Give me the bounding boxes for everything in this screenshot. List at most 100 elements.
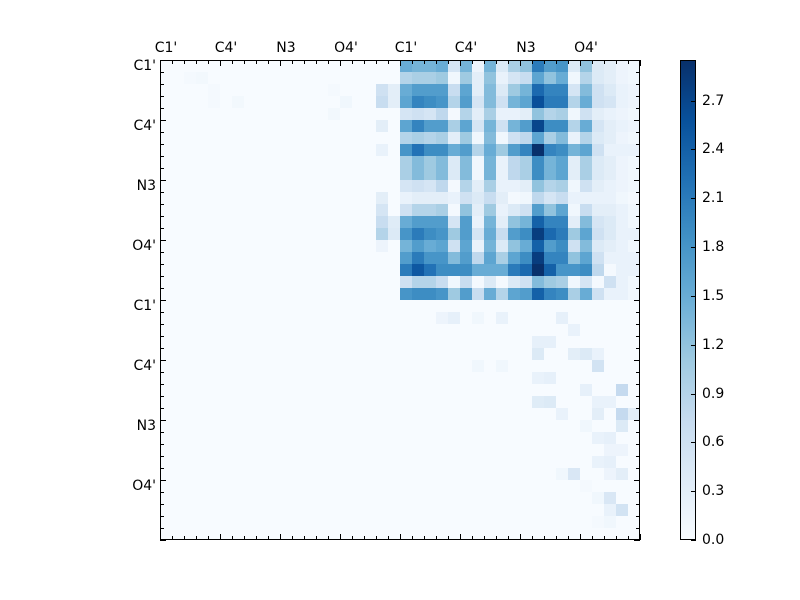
- heatmap-cell: [316, 252, 328, 264]
- heatmap-cell: [376, 240, 388, 252]
- heatmap-cell: [292, 84, 304, 96]
- heatmap-cell: [172, 60, 184, 72]
- y-tick-label: C1': [133, 298, 156, 314]
- axis-tick: [484, 60, 485, 64]
- axis-tick: [208, 60, 209, 64]
- heatmap-cell: [268, 132, 280, 144]
- heatmap-cell: [484, 120, 496, 132]
- axis-tick: [160, 168, 164, 169]
- heatmap-cell: [496, 144, 508, 156]
- axis-tick: [532, 60, 533, 64]
- axis-tick: [160, 348, 164, 349]
- heatmap-cell: [436, 60, 448, 72]
- axis-tick: [280, 60, 281, 66]
- heatmap-cell: [352, 216, 364, 228]
- axis-tick: [376, 536, 377, 540]
- x-tick-label: C1': [394, 40, 418, 56]
- heatmap-cell: [340, 96, 352, 108]
- heatmap-cell: [568, 84, 580, 96]
- heatmap-cell: [376, 252, 388, 264]
- heatmap-cell: [292, 168, 304, 180]
- axis-tick: [520, 534, 521, 540]
- heatmap-cell: [424, 252, 436, 264]
- colorbar-tick: [691, 393, 696, 395]
- heatmap-cell: [232, 180, 244, 192]
- heatmap-cell: [424, 180, 436, 192]
- heatmap-cell: [388, 156, 400, 168]
- heatmap-cell: [292, 192, 304, 204]
- heatmap-cell: [604, 72, 616, 84]
- axis-tick: [636, 456, 640, 457]
- heatmap-cell: [628, 144, 640, 156]
- heatmap-cell: [388, 192, 400, 204]
- heatmap-cell: [316, 144, 328, 156]
- heatmap-cell: [424, 132, 436, 144]
- heatmap-cell: [304, 108, 316, 120]
- axis-tick: [472, 536, 473, 540]
- heatmap-cell: [604, 108, 616, 120]
- axis-tick: [568, 536, 569, 540]
- heatmap-cell: [292, 96, 304, 108]
- heatmap-cell: [160, 132, 172, 144]
- heatmap-cell: [208, 228, 220, 240]
- heatmap-cell: [328, 192, 340, 204]
- heatmap-cell: [436, 168, 448, 180]
- heatmap-cell: [364, 144, 376, 156]
- axis-tick: [184, 536, 185, 540]
- heatmap-cell: [316, 120, 328, 132]
- heatmap-cell: [376, 60, 388, 72]
- heatmap-cell: [400, 120, 412, 132]
- heatmap-cell: [436, 132, 448, 144]
- x-tick-label: O4': [334, 40, 358, 56]
- heatmap-cell: [208, 120, 220, 132]
- heatmap-cell: [232, 288, 244, 300]
- heatmap-cell: [160, 84, 172, 96]
- heatmap-cell: [244, 96, 256, 108]
- heatmap-cell: [172, 108, 184, 120]
- heatmap-cell: [484, 168, 496, 180]
- heatmap-cell: [436, 192, 448, 204]
- heatmap-cell: [628, 60, 640, 72]
- x-tick-label: C4': [214, 40, 238, 56]
- heatmap-cell: [184, 72, 196, 84]
- axis-tick: [636, 396, 640, 397]
- heatmap-cell: [460, 276, 472, 288]
- heatmap-cell: [184, 240, 196, 252]
- heatmap-cell: [388, 276, 400, 288]
- axis-tick: [160, 312, 164, 313]
- heatmap-cell: [328, 144, 340, 156]
- axis-tick: [184, 60, 185, 64]
- heatmap-cell: [592, 180, 604, 192]
- axis-tick: [636, 444, 640, 445]
- heatmap-cell: [196, 132, 208, 144]
- heatmap-cell: [412, 72, 424, 84]
- heatmap-cell: [448, 276, 460, 288]
- heatmap-cell: [208, 288, 220, 300]
- heatmap-cell: [448, 216, 460, 228]
- axis-tick: [160, 324, 164, 325]
- heatmap-cell: [304, 252, 316, 264]
- heatmap-cell: [220, 180, 232, 192]
- heatmap-cell: [508, 276, 520, 288]
- heatmap-cell: [508, 84, 520, 96]
- heatmap-cell: [268, 264, 280, 276]
- axis-tick: [636, 468, 640, 469]
- heatmap-cell: [592, 96, 604, 108]
- heatmap-cell: [400, 96, 412, 108]
- axis-tick: [580, 534, 581, 540]
- heatmap-cell: [508, 108, 520, 120]
- axis-tick: [636, 312, 640, 313]
- heatmap-cell: [316, 180, 328, 192]
- heatmap-cell: [172, 168, 184, 180]
- heatmap-cell: [568, 204, 580, 216]
- heatmap-cell: [376, 108, 388, 120]
- heatmap-cell: [400, 144, 412, 156]
- heatmap-cell: [292, 120, 304, 132]
- heatmap-cell: [592, 72, 604, 84]
- heatmap-cell: [232, 96, 244, 108]
- heatmap-cell: [244, 180, 256, 192]
- heatmap-cell: [472, 132, 484, 144]
- axis-tick: [636, 168, 640, 169]
- heatmap-cell: [616, 216, 628, 228]
- heatmap-cell: [508, 132, 520, 144]
